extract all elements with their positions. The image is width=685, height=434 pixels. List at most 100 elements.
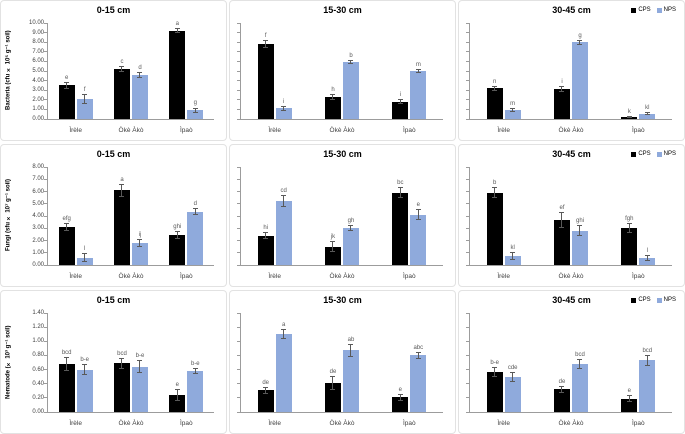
bar-rect	[275, 334, 292, 412]
y-tick	[237, 178, 241, 180]
bar-rect	[58, 85, 75, 119]
y-tick	[237, 383, 241, 385]
y-tick	[466, 108, 470, 110]
bar-group-3: bc e	[376, 167, 443, 265]
error-bar	[263, 231, 269, 240]
chart-title: 15-30 cm	[323, 149, 362, 159]
bar-nps-2: ghi	[571, 167, 588, 265]
x-category-label: Ìpaò	[402, 420, 416, 427]
bar-nps-2: b	[342, 23, 359, 119]
significance-letter: cde	[507, 365, 518, 372]
y-tick	[466, 51, 470, 53]
significance-letter: e	[416, 202, 420, 209]
y-tick-label: 8.00	[32, 164, 44, 170]
chart-title: 0-15 cm	[96, 295, 131, 305]
chart-title: 30-45 cm	[552, 295, 591, 305]
bar-cps-2: h	[324, 23, 341, 119]
y-tick	[237, 264, 241, 266]
plot-area: de a Ìrèle de ab Òkè Àkò e abc Ìpaò	[237, 312, 443, 427]
bar-nps-3: d	[187, 167, 204, 265]
plot-area: 0.00 0.20 0.40 0.60 0.80 1.00 1.20 1.40 bcd b-e Ìr…	[32, 310, 214, 427]
bar-rect	[553, 219, 570, 265]
x-category-label: Òkè Àkò	[558, 420, 584, 427]
y-tick	[237, 252, 241, 254]
significance-letter: bcd	[117, 350, 127, 357]
x-category-label: Ìpaò	[631, 273, 645, 280]
chart-title: 30-45 cm	[552, 5, 591, 15]
y-tick	[466, 340, 470, 342]
significance-letter: ab	[347, 337, 355, 344]
bar-rect	[113, 363, 130, 412]
error-bar	[82, 363, 88, 376]
chart-title: 0-15 cm	[96, 149, 131, 159]
error-bar	[119, 183, 125, 198]
error-bar	[644, 354, 650, 367]
x-category-label: Ìpaò	[179, 273, 193, 280]
plot-area: hi cd Ìrèle jk gh Òkè Àkò bc e Ìpaò	[237, 166, 443, 280]
error-bar	[330, 93, 336, 101]
plot-area: f i Ìrèle h b Òkè Àkò i m Ìpaò	[237, 22, 443, 134]
bar-rect	[76, 369, 93, 412]
chart-panel-nematode-15-30: 15-30 cm de a Ìrèle de ab Òkè Àkò e abc Ìpaò	[229, 290, 456, 434]
y-tick	[466, 80, 470, 82]
bar-rect	[553, 89, 570, 119]
significance-letter: g	[193, 100, 197, 107]
error-bar	[119, 66, 125, 72]
y-tick	[466, 252, 470, 254]
bar-nps-1: f	[76, 23, 93, 119]
significance-letter: ef	[559, 204, 565, 211]
y-tick	[44, 41, 48, 43]
bar-cps-1: de	[257, 313, 274, 412]
error-bar	[510, 372, 516, 383]
y-tick-label: 1.00	[32, 249, 44, 256]
y-tick-label: 2.00	[32, 96, 44, 103]
bar-group-1: b kl	[470, 167, 537, 265]
error-bar	[644, 254, 650, 261]
bar-cps-2: i	[553, 23, 570, 119]
bar-group-3: e b-e	[159, 313, 214, 412]
x-category-label: Ìrèle	[69, 420, 82, 427]
y-tick	[237, 411, 241, 413]
y-tick-label: 5.00	[32, 68, 44, 74]
y-tick-label: 1.20	[32, 324, 44, 331]
bar-cps-1: e	[58, 23, 75, 119]
bar-rect	[486, 88, 503, 119]
bar-rect	[324, 246, 341, 265]
error-bar	[559, 86, 565, 93]
y-tick-label: 1.40	[32, 310, 44, 316]
chart-panel-fungi-15-30: 15-30 cm hi cd Ìrèle jk gh Òkè Àkò bc e Ìpaò	[229, 144, 456, 287]
significance-letter: efg	[62, 215, 71, 222]
bar-rect	[275, 201, 292, 265]
bar-rect	[113, 69, 130, 119]
error-bar	[192, 208, 198, 216]
significance-letter: b-e	[80, 356, 89, 363]
y-tick-label: 6.00	[32, 58, 44, 65]
error-bar	[626, 395, 632, 403]
y-tick-label: 0.20	[32, 394, 44, 401]
y-tick	[466, 118, 470, 120]
bar-cps-3: fgh	[621, 167, 638, 265]
significance-letter: gh	[347, 218, 355, 225]
error-bar	[348, 60, 354, 65]
x-category-label: Òkè Àkò	[118, 420, 144, 427]
significance-letter: ghi	[173, 224, 182, 231]
error-bar	[192, 107, 198, 114]
chart-panel-nematode-30-45: 30-45 cm CPS NPS b-e cde Ìrèle de bcd Òkè Àkò e bc…	[458, 290, 685, 434]
y-tick	[466, 215, 470, 217]
chart-panel-fungi-30-45: 30-45 cm CPS NPS b kl Ìrèle ef ghi Òkè Àkò fgh l Ìp…	[458, 144, 685, 287]
significance-letter: i	[399, 92, 401, 99]
y-tick-label: 0.00	[32, 262, 44, 268]
y-tick	[44, 32, 48, 34]
bar-nps-1: a	[275, 313, 292, 412]
y-tick	[466, 22, 470, 24]
chart-panel-bacteria-0-15: 0-15 cm Bacteria (cfu × 10⁵ g⁻¹ soil) 0.00…	[0, 0, 227, 141]
bar-cps-2: de	[553, 313, 570, 412]
bar-nps-1: l	[76, 167, 93, 265]
y-tick	[237, 227, 241, 229]
y-tick	[237, 340, 241, 342]
bar-cps-3: i	[392, 23, 409, 119]
bar-rect	[275, 108, 292, 119]
y-tick	[237, 312, 241, 314]
